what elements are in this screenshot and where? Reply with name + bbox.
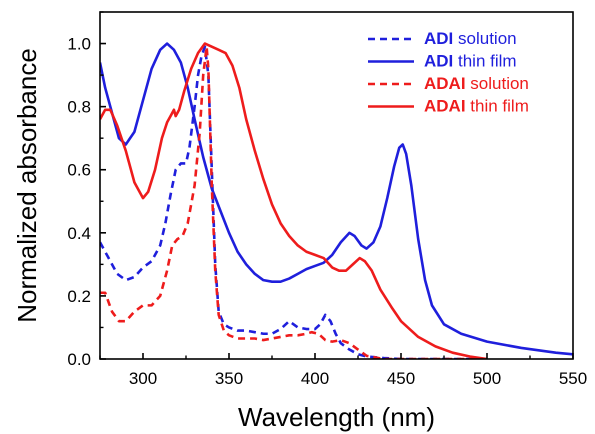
y-tick-label: 1.0 bbox=[67, 35, 91, 54]
y-tick-label: 0.4 bbox=[67, 224, 91, 243]
legend-label: ADI thin film bbox=[424, 52, 517, 71]
legend-label-condition: solution bbox=[466, 74, 529, 93]
x-tick-label: 300 bbox=[129, 369, 157, 388]
y-tick-label: 0.8 bbox=[67, 98, 91, 117]
y-tick-label: 0.2 bbox=[67, 287, 91, 306]
x-tick-label: 550 bbox=[559, 369, 587, 388]
y-tick-label: 0.6 bbox=[67, 161, 91, 180]
y-axis-title: Normalized absorbance bbox=[12, 48, 42, 323]
legend-label-condition: thin film bbox=[453, 52, 516, 71]
series-line-adai-solution bbox=[100, 47, 487, 359]
legend-label-compound: ADI bbox=[424, 29, 453, 48]
legend-label-compound: ADI bbox=[424, 52, 453, 71]
legend-label-compound: ADAI bbox=[424, 97, 466, 116]
legend-label: ADI solution bbox=[424, 29, 517, 48]
x-tick-label: 350 bbox=[215, 369, 243, 388]
x-tick-label: 500 bbox=[473, 369, 501, 388]
legend-label: ADAI thin film bbox=[424, 97, 529, 116]
legend-label-condition: solution bbox=[453, 29, 516, 48]
legend-label-condition: thin film bbox=[466, 97, 529, 116]
x-tick-label: 450 bbox=[387, 369, 415, 388]
legend-label-compound: ADAI bbox=[424, 74, 466, 93]
series-line-adi-solution bbox=[100, 47, 487, 359]
x-axis-title: Wavelength (nm) bbox=[238, 402, 435, 432]
x-tick-label: 400 bbox=[301, 369, 329, 388]
legend-label: ADAI solution bbox=[424, 74, 529, 93]
y-tick-label: 0.0 bbox=[67, 350, 91, 369]
